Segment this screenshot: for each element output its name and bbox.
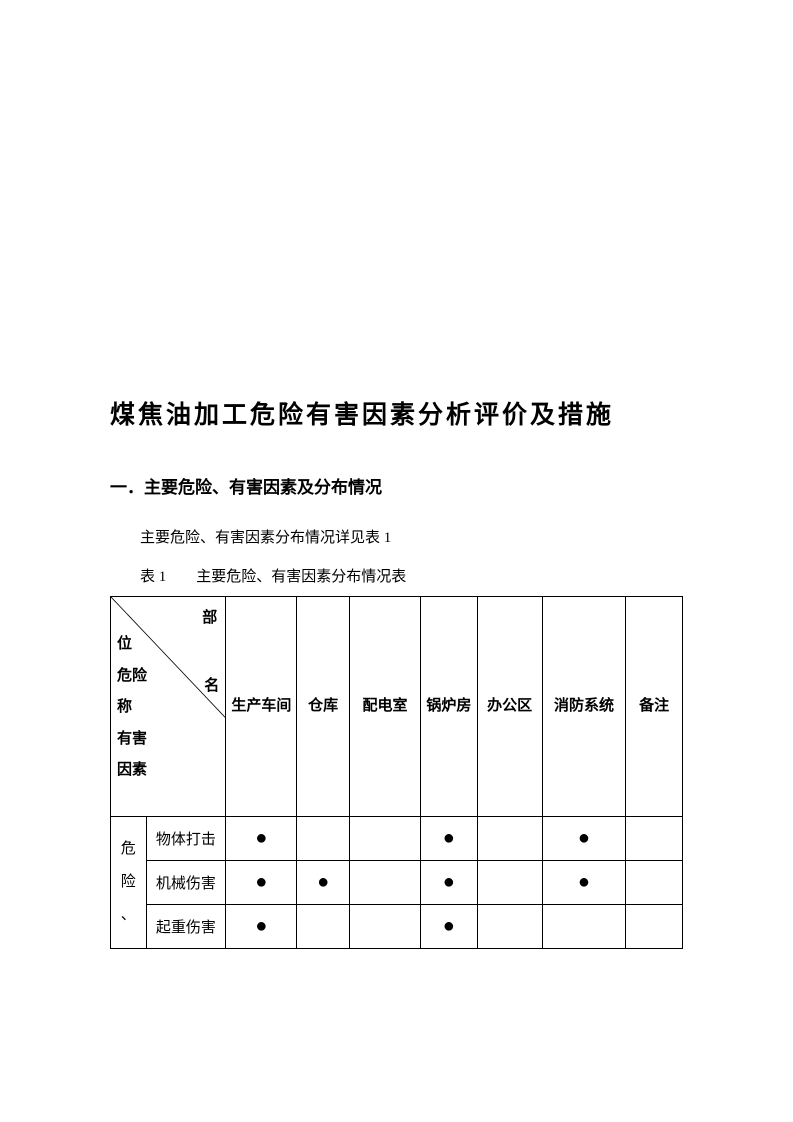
section-heading-1: 一．主要危险、有害因素及分布情况 — [110, 473, 683, 498]
dot-icon: ● — [578, 827, 590, 849]
cell — [297, 905, 349, 949]
col-header-4: 办公区 — [477, 597, 542, 817]
cell — [477, 905, 542, 949]
col-header-2: 配电室 — [349, 597, 420, 817]
col-header-5: 消防系统 — [542, 597, 626, 817]
dot-icon: ● — [255, 915, 267, 937]
cell: ● — [226, 861, 297, 905]
cell — [349, 817, 420, 861]
cell — [626, 905, 683, 949]
cell: ● — [542, 861, 626, 905]
cell — [477, 817, 542, 861]
cell — [477, 861, 542, 905]
cell — [542, 905, 626, 949]
cell: ● — [226, 817, 297, 861]
dot-icon: ● — [578, 871, 590, 893]
dot-icon: ● — [443, 827, 455, 849]
cell: ● — [421, 817, 478, 861]
cell — [349, 861, 420, 905]
row-name: 机械伤害 — [146, 861, 226, 905]
row-group-label: 危险、 — [111, 817, 147, 949]
diag-left-label: 位危险称有害因素 — [117, 629, 147, 787]
diag-mid-label: 名 — [204, 671, 219, 701]
dot-icon: ● — [443, 915, 455, 937]
hazard-table: 部名 位危险称有害因素 生产车间仓库配电室锅炉房办公区消防系统备注危险、物体打击 ● ●… — [110, 596, 683, 949]
table-row: 机械伤害 ● ● ● ● — [111, 861, 683, 905]
col-header-6: 备注 — [626, 597, 683, 817]
cell — [626, 817, 683, 861]
cell — [297, 817, 349, 861]
header-diagonal-cell: 部名 位危险称有害因素 — [111, 597, 226, 817]
dot-icon: ● — [255, 827, 267, 849]
dot-icon: ● — [317, 871, 329, 893]
col-header-0: 生产车间 — [226, 597, 297, 817]
page-title: 煤焦油加工危险有害因素分析评价及措施 — [110, 395, 683, 431]
cell: ● — [421, 905, 478, 949]
diag-top-label: 部 — [202, 603, 217, 633]
table-header-row: 部名 位危险称有害因素 生产车间仓库配电室锅炉房办公区消防系统备注 — [111, 597, 683, 817]
row-name: 物体打击 — [146, 817, 226, 861]
dot-icon: ● — [255, 871, 267, 893]
cell: ● — [297, 861, 349, 905]
table-caption: 表 1 主要危险、有害因素分布情况表 — [110, 565, 683, 586]
cell: ● — [542, 817, 626, 861]
col-header-1: 仓库 — [297, 597, 349, 817]
table-row: 危险、物体打击●●● — [111, 817, 683, 861]
cell — [626, 861, 683, 905]
cell: ● — [421, 861, 478, 905]
row-name: 起重伤害 — [146, 905, 226, 949]
table-row: 起重伤害 ● ● — [111, 905, 683, 949]
cell: ● — [226, 905, 297, 949]
dot-icon: ● — [443, 871, 455, 893]
cell — [349, 905, 420, 949]
page: 煤焦油加工危险有害因素分析评价及措施 一．主要危险、有害因素及分布情况 主要危险… — [0, 0, 793, 949]
intro-paragraph: 主要危险、有害因素分布情况详见表 1 — [110, 526, 683, 547]
col-header-3: 锅炉房 — [421, 597, 478, 817]
